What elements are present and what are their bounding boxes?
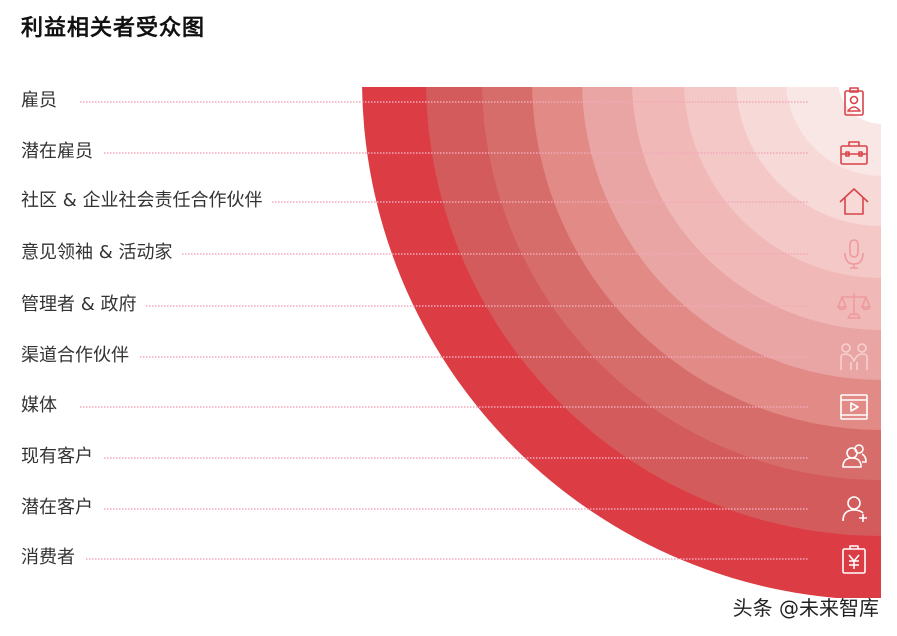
- stakeholder-label: 渠道合作伙伴: [21, 345, 139, 367]
- stakeholder-label: 消费者: [21, 547, 85, 569]
- stakeholder-label: 社区 & 企业社会责任合作伙伴: [21, 190, 273, 212]
- add-user-icon: [842, 496, 867, 522]
- watermark: 头条 @未来智库: [732, 596, 879, 620]
- scales-icon: [837, 293, 871, 319]
- stakeholder-label: 现有客户: [21, 446, 103, 468]
- stakeholder-label: 媒体: [21, 395, 67, 417]
- customers-group-icon: [842, 444, 867, 468]
- stakeholder-label: 潜在客户: [21, 497, 103, 519]
- house-icon: [839, 188, 869, 215]
- briefcase-icon: [840, 141, 868, 165]
- page-title: 利益相关者受众图: [21, 16, 206, 41]
- yen-clipboard-icon: [842, 545, 866, 574]
- video-player-icon: [840, 394, 868, 420]
- stakeholder-label: 雇员: [21, 90, 67, 112]
- stakeholder-label: 潜在雇员: [21, 141, 103, 163]
- id-badge-icon: [844, 87, 864, 116]
- partners-icon: [840, 343, 868, 370]
- microphone-icon: [844, 239, 864, 269]
- stakeholder-label: 意见领袖 & 活动家: [21, 242, 183, 264]
- stakeholder-label: 管理者 & 政府: [21, 294, 147, 316]
- ring-10: [838, 87, 881, 124]
